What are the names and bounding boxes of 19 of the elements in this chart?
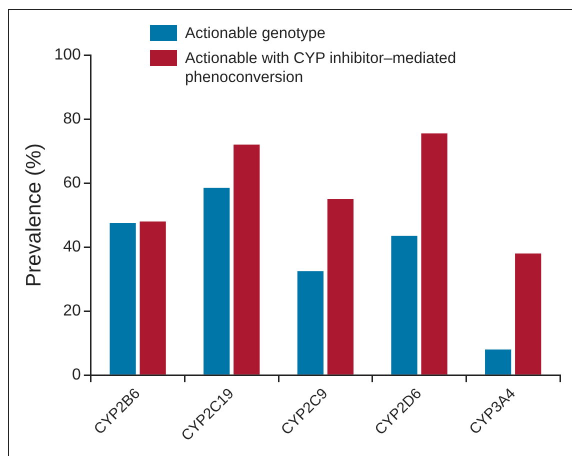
legend-label: Actionable genotype: [185, 24, 326, 43]
bar: [234, 144, 260, 374]
bar: [485, 350, 512, 374]
legend-label: Actionable with CYP inhibitor–mediated phenoconversion: [185, 49, 458, 87]
bar: [391, 236, 418, 374]
bar: [297, 271, 324, 374]
y-tick-label: 0: [72, 366, 81, 384]
bar: [110, 223, 136, 374]
y-tick-label: 20: [63, 302, 81, 320]
y-tick-label: 80: [63, 110, 81, 128]
bar: [327, 199, 354, 374]
bar: [204, 188, 230, 374]
bar: [421, 133, 448, 374]
y-tick-label: 100: [54, 46, 81, 64]
y-tick-label: 60: [63, 174, 81, 192]
y-tick-label: 40: [63, 238, 81, 256]
y-axis-title: Prevalence (%): [22, 143, 46, 287]
bar: [515, 253, 542, 374]
bar: [140, 221, 166, 374]
